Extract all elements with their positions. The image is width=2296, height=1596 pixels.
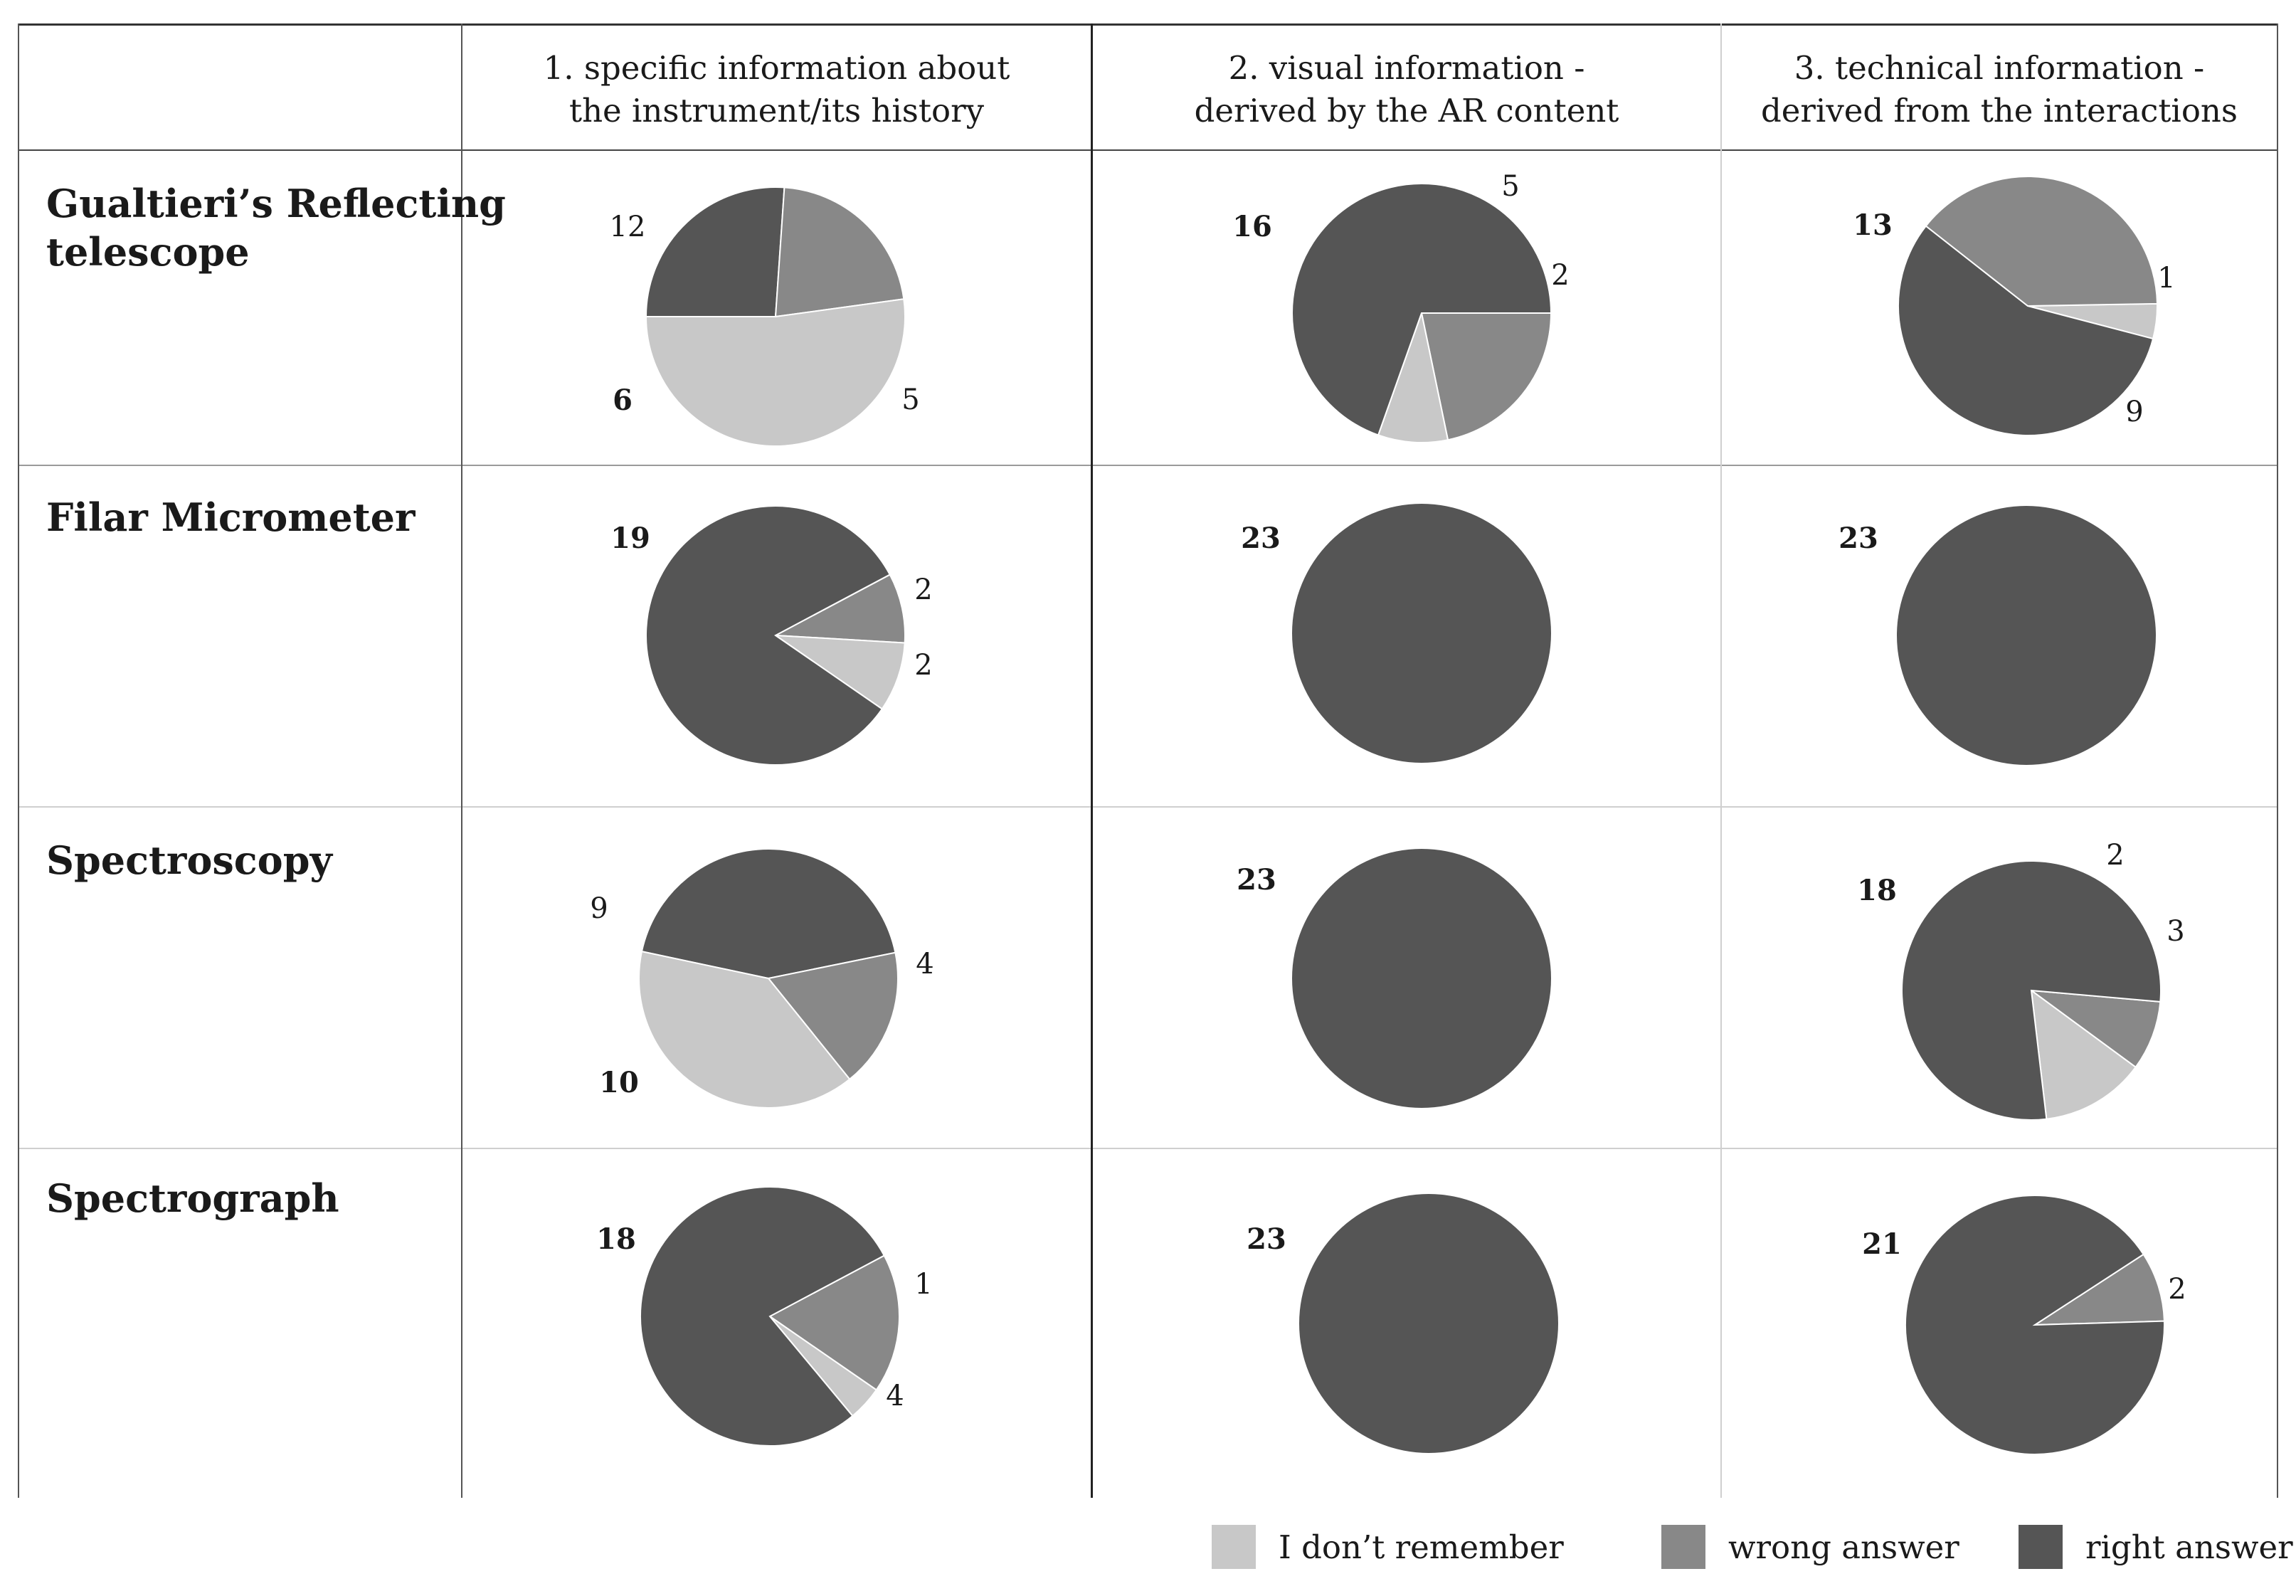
pie-slice-right-answer <box>1898 225 2154 436</box>
pie-label-right-answer: 16 <box>1232 210 1272 243</box>
table-right-border <box>2277 23 2278 1498</box>
column-divider-2 <box>1091 23 1093 1498</box>
pie-label-right-answer: 10 <box>599 1066 639 1099</box>
pie-chart-7: 9 4 10 <box>590 848 934 1109</box>
legend-item-dont-remember: I don’t remember <box>1212 1524 1564 1570</box>
pie-slice-right-answer <box>645 186 785 317</box>
legend-label-wrong-answer: wrong answer <box>1728 1528 1959 1566</box>
pie-label-right-answer: 18 <box>596 1222 636 1256</box>
pie-label-right-answer: 23 <box>1241 522 1281 555</box>
pie-slice-wrong-answer <box>2028 989 2162 1069</box>
pie-label-dont-remember: 1 <box>2157 262 2175 295</box>
pie-label-right-answer: 13 <box>1853 208 1893 242</box>
pie-label-dont-remember: 2 <box>1551 259 1569 292</box>
pie-slice-wrong-answer <box>768 1254 901 1391</box>
pie-chart-2: 2 5 16 <box>1232 170 1570 443</box>
pie-slice-wrong-answer <box>1925 176 2158 307</box>
legend-swatch-right-answer <box>2019 1525 2063 1569</box>
pie-label-wrong-answer: 2 <box>2106 839 2124 872</box>
pie-label-wrong-answer: 2 <box>2168 1273 2186 1306</box>
pie-label-right-answer: 6 <box>613 384 633 417</box>
legend-swatch-dont-remember <box>1212 1525 1256 1569</box>
pie-slice-wrong-answer <box>773 574 906 644</box>
pie-slice-right-answer <box>1292 849 1551 1108</box>
pie-label-right-answer: 19 <box>610 522 650 555</box>
pie-label-wrong-answer: 2 <box>914 649 932 682</box>
pie-chart-4: 2 2 19 <box>610 505 933 766</box>
pie-chart-5: 23 <box>1241 504 1551 763</box>
pie-label-wrong-answer: 5 <box>901 384 919 416</box>
pie-chart-6: 23 <box>1839 506 2156 765</box>
row-divider-2 <box>18 806 2278 808</box>
legend-label-dont-remember: I don’t remember <box>1279 1528 1564 1566</box>
legend-label-right-answer: right answer <box>2085 1528 2293 1566</box>
pie-slice-right-answer <box>1299 1194 1558 1453</box>
row-label-reflecting-telescope: Gualtieri’s Reflecting telescope <box>46 181 506 275</box>
pie-label-wrong-answer: 4 <box>886 1380 904 1412</box>
column-divider-1 <box>461 23 462 1498</box>
header-bottom-border <box>18 149 2278 151</box>
table-left-border <box>18 23 19 1498</box>
pie-label-right-answer: 21 <box>1862 1227 1902 1261</box>
pie-slice-dont-remember <box>645 298 906 448</box>
pie-label-dont-remember: 9 <box>590 892 608 925</box>
row-label-spectroscopy: Spectroscopy <box>46 837 332 883</box>
table-top-border <box>18 23 2278 26</box>
pie-slice-wrong-answer <box>2032 1253 2165 1326</box>
legend-item-wrong-answer: wrong answer <box>1661 1524 1959 1570</box>
pie-slice-right-answer <box>1901 860 2162 1121</box>
legend-item-right-answer: right answer <box>2019 1524 2293 1570</box>
pie-chart-1: 12 5 6 <box>610 186 920 448</box>
pie-slice-wrong-answer <box>774 186 905 318</box>
pie-label-right-answer: 18 <box>1857 874 1897 907</box>
pie-label-dont-remember: 12 <box>610 211 646 243</box>
pie-label-wrong-answer: 4 <box>916 948 933 981</box>
pie-slice-right-answer <box>1905 1195 2165 1455</box>
row-divider-1 <box>18 465 2278 466</box>
pie-slice-right-answer <box>1897 506 2156 765</box>
pie-label-right-answer: 23 <box>1247 1222 1286 1256</box>
pie-slice-right-answer <box>640 848 896 980</box>
row-label-spectrograph: Spectrograph <box>46 1175 339 1221</box>
pie-slice-right-answer <box>1291 183 1552 436</box>
legend-swatch-wrong-answer <box>1661 1525 1705 1569</box>
pie-chart-11: 23 <box>1247 1194 1558 1453</box>
column-header-1: 1. specific information about the instru… <box>543 49 1010 130</box>
pie-slice-right-answer <box>1292 504 1551 763</box>
pie-slice-dont-remember <box>1377 310 1449 443</box>
pie-label-wrong-answer: 9 <box>2125 396 2143 428</box>
pie-chart-9: 3 2 18 <box>1857 839 2185 1121</box>
column-header-2: 2. visual information - derived by the A… <box>1194 49 1619 130</box>
column-header-3: 3. technical information - derived from … <box>1760 49 2238 130</box>
pie-slice-wrong-answer <box>1420 312 1552 441</box>
pie-label-right-answer: 23 <box>1839 522 1878 555</box>
pie-label-wrong-answer: 5 <box>1501 170 1519 203</box>
row-divider-3 <box>18 1148 2278 1149</box>
pie-chart-8: 23 <box>1237 849 1551 1108</box>
column-divider-3 <box>1720 23 1722 1498</box>
pie-chart-10: 1 4 18 <box>596 1186 933 1447</box>
pie-label-dont-remember: 3 <box>2167 915 2184 948</box>
pie-slice-dont-remember <box>2030 988 2137 1120</box>
pie-slice-wrong-answer <box>767 951 899 1081</box>
pie-slice-right-answer <box>645 505 892 766</box>
pie-label-dont-remember: 1 <box>914 1268 932 1301</box>
pie-slice-dont-remember <box>638 950 851 1109</box>
pie-slice-right-answer <box>640 1186 886 1447</box>
row-label-filar-micrometer: Filar Micrometer <box>46 495 416 540</box>
pie-label-right-answer: 23 <box>1237 863 1276 897</box>
pie-slice-dont-remember <box>773 634 906 710</box>
pie-label-dont-remember: 2 <box>914 574 932 606</box>
pie-chart-12: 2 21 <box>1862 1195 2186 1455</box>
